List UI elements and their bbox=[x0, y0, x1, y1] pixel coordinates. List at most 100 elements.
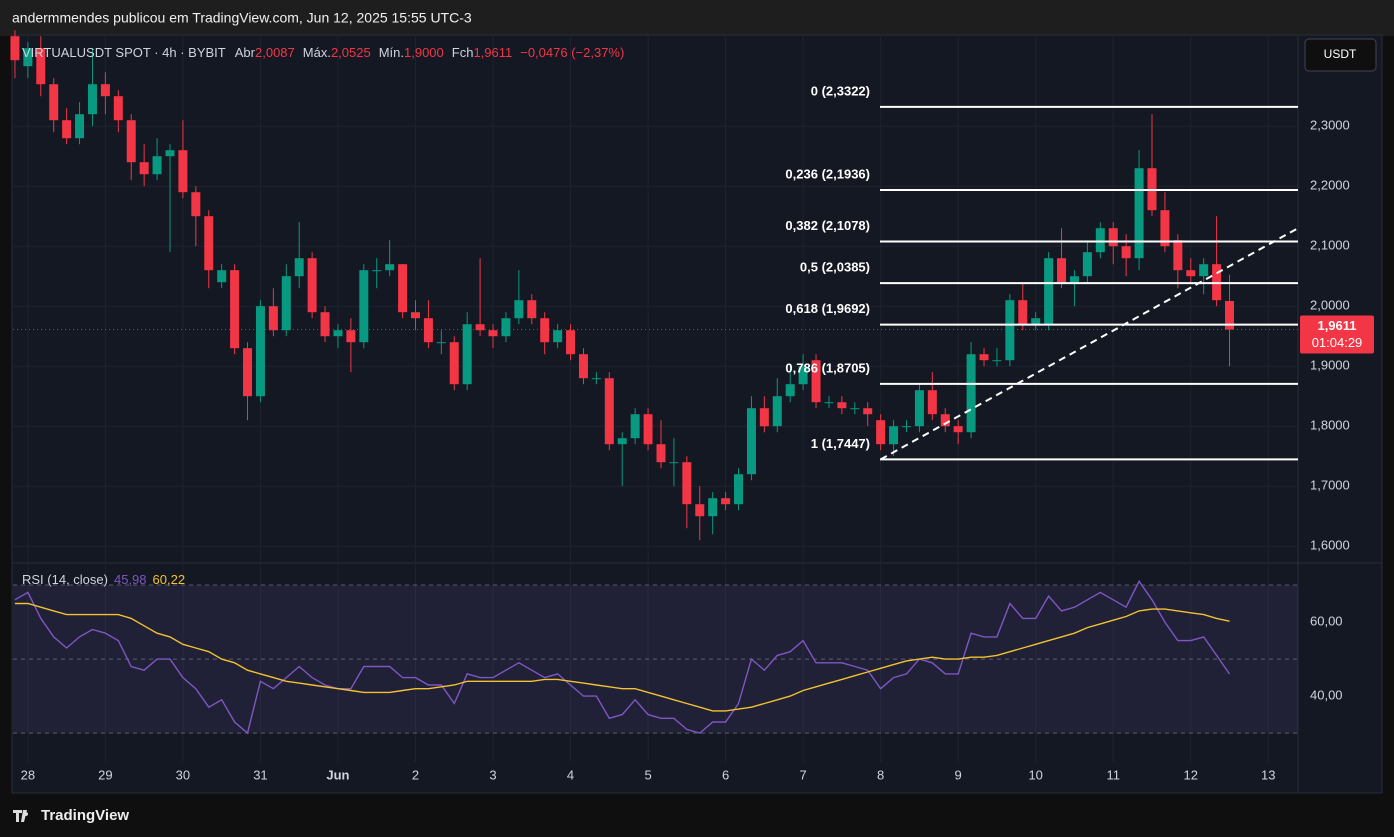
candle-body bbox=[436, 342, 446, 344]
candle-body bbox=[346, 330, 356, 343]
candle-body bbox=[992, 360, 1002, 362]
candle-body bbox=[630, 414, 640, 439]
candle-body bbox=[113, 96, 123, 121]
candle-body bbox=[49, 84, 59, 121]
candle-body bbox=[940, 414, 950, 427]
candle-body bbox=[514, 300, 524, 319]
candle-body bbox=[307, 258, 317, 313]
candle-body bbox=[475, 324, 485, 331]
candle-body bbox=[1031, 318, 1041, 325]
x-tick-label: Jun bbox=[326, 767, 349, 782]
candle-body bbox=[604, 378, 614, 445]
candle-body bbox=[359, 270, 369, 343]
candle-body bbox=[772, 396, 782, 427]
fib-label: 0,382 (2,1078) bbox=[785, 218, 870, 233]
fib-label: 1 (1,7447) bbox=[811, 436, 870, 451]
candle-body bbox=[10, 36, 20, 61]
candle-body bbox=[617, 438, 627, 445]
x-tick-label: 6 bbox=[722, 767, 729, 782]
candle-body bbox=[372, 270, 382, 272]
fib-label: 0 (2,3322) bbox=[811, 83, 870, 98]
candle-body bbox=[62, 120, 72, 139]
candle-body bbox=[87, 84, 97, 115]
x-tick-label: 12 bbox=[1184, 767, 1198, 782]
candle-body bbox=[540, 318, 550, 343]
x-tick-label: 2 bbox=[412, 767, 419, 782]
candle-body bbox=[695, 504, 705, 517]
x-tick-label: 11 bbox=[1106, 767, 1120, 782]
candle-body bbox=[36, 48, 46, 85]
x-tick-label: 3 bbox=[489, 767, 496, 782]
candle-body bbox=[863, 408, 873, 415]
candle-body bbox=[1160, 210, 1170, 247]
candle-body bbox=[643, 414, 653, 445]
y-tick-label: 40,00 bbox=[1310, 688, 1343, 703]
candle-body bbox=[100, 84, 110, 97]
footer-logo bbox=[13, 810, 29, 822]
fib-label: 0,236 (2,1936) bbox=[785, 166, 870, 181]
candle-body bbox=[1134, 168, 1144, 259]
trendline bbox=[880, 227, 1299, 461]
x-tick-label: 5 bbox=[644, 767, 651, 782]
candle-body bbox=[1044, 258, 1054, 325]
legend: VIRTUALUSDT SPOT · 4h · BYBIT Abr2,0087 Má… bbox=[22, 45, 624, 60]
candle-body bbox=[204, 216, 214, 271]
y-tick-label: 1,8000 bbox=[1310, 418, 1350, 433]
legend-value: 1,9611 bbox=[473, 45, 512, 60]
candle-body bbox=[294, 258, 304, 277]
fib-label: 0,618 (1,9692) bbox=[785, 301, 870, 316]
candle-body bbox=[152, 156, 162, 175]
candle-body bbox=[527, 300, 537, 319]
candle-body bbox=[488, 330, 498, 337]
candle-body bbox=[1199, 264, 1209, 277]
candle-body bbox=[1057, 258, 1067, 283]
x-tick-label: 28 bbox=[21, 767, 35, 782]
candle-body bbox=[423, 318, 433, 343]
candle-body bbox=[243, 348, 253, 397]
candle-body bbox=[320, 312, 330, 337]
y-tick-label: 1,7000 bbox=[1310, 478, 1350, 493]
candle-body bbox=[656, 444, 666, 463]
candle-body bbox=[410, 312, 420, 319]
candle-body bbox=[255, 306, 265, 397]
candle-body bbox=[811, 360, 821, 403]
candle-body bbox=[75, 114, 85, 139]
candle-body bbox=[217, 270, 227, 283]
candle-body bbox=[578, 354, 588, 379]
candle-body bbox=[191, 192, 201, 217]
candle-body bbox=[1186, 270, 1196, 277]
x-tick-label: 8 bbox=[877, 767, 884, 782]
candle-body bbox=[501, 318, 511, 337]
currency-button[interactable] bbox=[1304, 38, 1377, 72]
countdown-label: 01:04:29 bbox=[1312, 335, 1363, 350]
y-tick-label: 2,2000 bbox=[1310, 178, 1350, 193]
legend-symbol: VIRTUALUSDT SPOT · 4h · BYBIT bbox=[22, 45, 226, 60]
candle-body bbox=[230, 270, 240, 349]
candle-body bbox=[798, 366, 808, 385]
candle-body bbox=[1173, 240, 1183, 271]
price-label-box bbox=[1300, 315, 1374, 354]
candle-body bbox=[139, 162, 149, 175]
y-tick-label: 2,1000 bbox=[1310, 238, 1350, 253]
candle-body bbox=[462, 324, 472, 385]
candle-body bbox=[901, 426, 911, 428]
candle-body bbox=[850, 408, 860, 410]
candle-body bbox=[553, 330, 563, 343]
y-tick-label: 1,6000 bbox=[1310, 538, 1350, 553]
legend-value: 2,0087 bbox=[255, 45, 295, 60]
rsi-legend: RSI (14, close) 45,98 60,22 bbox=[22, 572, 185, 587]
candle-body bbox=[591, 378, 601, 380]
candle-body bbox=[1082, 252, 1092, 277]
x-tick-label: 13 bbox=[1261, 767, 1275, 782]
candle-body bbox=[914, 390, 924, 427]
legend-key: Abr bbox=[235, 45, 256, 60]
candle-body bbox=[165, 150, 175, 157]
x-tick-label: 29 bbox=[98, 767, 112, 782]
x-tick-label: 4 bbox=[567, 767, 574, 782]
x-tick-label: 31 bbox=[253, 767, 267, 782]
header-text: andermmendes publicou em TradingView.com… bbox=[12, 10, 472, 26]
candle-body bbox=[785, 384, 795, 397]
candle-body bbox=[682, 462, 692, 505]
candle-body bbox=[837, 402, 847, 409]
